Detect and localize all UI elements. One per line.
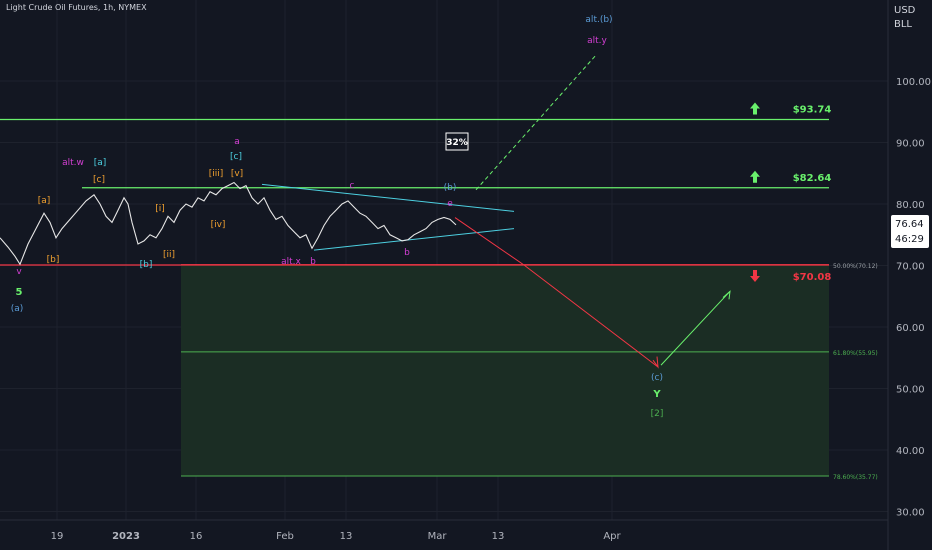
triangle-lower — [313, 228, 515, 251]
probability-value: 32% — [446, 138, 468, 148]
y-tick-label-0: 30.00 — [896, 508, 925, 519]
x-tick-label-2: 16 — [190, 531, 203, 542]
y-tick-label-1: 40.00 — [896, 446, 925, 457]
y-tick-label-4: 70.00 — [896, 262, 925, 273]
wave-label-6: [b] — [47, 255, 60, 265]
y-tick-label-3: 60.00 — [896, 323, 925, 334]
fib-label-2: 78.60%(35.77) — [833, 474, 878, 481]
y-tick-label-7: 100.00 — [896, 77, 931, 88]
wave-label-9: [ii] — [163, 250, 175, 260]
wave-label-18: alt.x — [281, 257, 301, 267]
level-label-1: $82.64 — [793, 173, 832, 184]
up-arrow-icon-1 — [750, 170, 760, 183]
wave-label-11: [iv] — [211, 220, 226, 230]
wave-label-10: [iii] — [209, 169, 224, 179]
price-line — [0, 181, 457, 266]
y-tick-label-2: 50.00 — [896, 385, 925, 396]
wave-label-0: alt.(b) — [585, 15, 612, 25]
unit-label: BLL — [894, 19, 913, 30]
wave-label-22: 5 — [16, 287, 23, 298]
y-tick-label-6: 90.00 — [896, 139, 925, 150]
level-label-0: $93.74 — [793, 104, 832, 115]
x-tick-label-0: 19 — [51, 531, 64, 542]
wave-label-3: [a] — [94, 158, 107, 168]
bar-countdown: 46:29 — [895, 234, 924, 245]
wave-label-26: [2] — [651, 409, 664, 419]
up-arrow-icon-0 — [750, 102, 760, 115]
x-tick-label-1: 2023 — [112, 531, 140, 542]
fib-label-1: 61.80%(55.95) — [833, 350, 878, 357]
projection-up — [660, 290, 731, 366]
wave-label-20: b — [404, 248, 410, 258]
wave-label-4: [c] — [93, 175, 105, 185]
alt-projection-dashed — [475, 53, 598, 191]
x-tick-label-6: 13 — [492, 531, 505, 542]
wave-label-8: [i] — [155, 204, 165, 214]
wave-label-16: (b) — [444, 183, 457, 193]
wave-label-19: b — [310, 257, 316, 267]
triangle-upper — [261, 183, 515, 212]
down-arrow-icon-2 — [750, 270, 760, 283]
wave-label-25: Y — [652, 389, 661, 400]
wave-label-1: alt.y — [587, 36, 607, 46]
wave-label-5: [a] — [38, 196, 51, 206]
x-tick-label-5: Mar — [428, 531, 448, 542]
currency-unit[interactable]: USD BLL — [894, 4, 915, 32]
wave-label-7: [b] — [140, 260, 153, 270]
symbol-title: Light Crude Oil Futures, 1h, NYMEX — [6, 3, 147, 12]
fib-label-0: 50.00%(70.12) — [833, 263, 878, 270]
projection-down — [454, 217, 659, 368]
wave-label-21: v — [16, 267, 22, 277]
wave-label-17: e — [447, 199, 453, 209]
x-tick-label-3: Feb — [276, 531, 294, 542]
wave-label-24: (c) — [651, 373, 663, 383]
level-label-2: $70.08 — [793, 272, 832, 283]
currency-label: USD — [894, 5, 916, 16]
wave-label-2: alt.w — [62, 158, 84, 168]
projection-up-head — [722, 290, 731, 300]
last-price-tag: 76.64 46:29 — [891, 215, 929, 248]
x-tick-label-4: 13 — [340, 531, 353, 542]
wave-label-23: (a) — [11, 304, 24, 314]
probability-box — [445, 132, 469, 151]
fib-zone — [181, 264, 829, 477]
wave-label-15: c — [350, 181, 355, 191]
wave-label-13: a — [234, 137, 240, 147]
wave-label-14: [c] — [230, 152, 242, 162]
y-tick-label-5: 80.00 — [896, 200, 925, 211]
x-tick-label-7: Apr — [603, 531, 621, 542]
wave-label-12: [v] — [231, 169, 243, 179]
last-price: 76.64 — [895, 219, 924, 230]
projection-down-head — [652, 356, 659, 369]
